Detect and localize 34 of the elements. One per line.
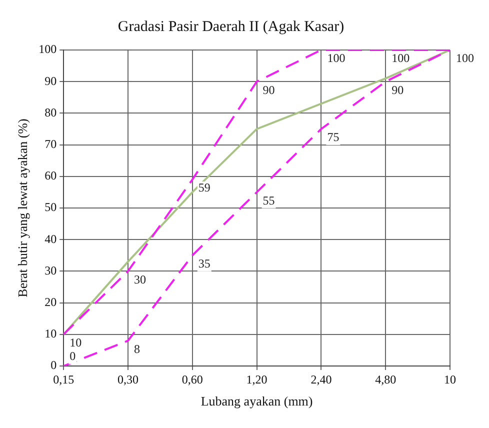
data-label: 100	[456, 51, 474, 66]
data-label: 0	[70, 349, 76, 364]
y-tick-label: 80	[44, 105, 57, 120]
y-tick-label: 70	[44, 136, 57, 151]
y-tick-label: 30	[44, 263, 57, 278]
x-tick-label: 1,20	[246, 372, 268, 386]
x-tick-label: 4,80	[375, 372, 396, 386]
y-axis-title: Berat butir yang lewat ayakan (%)	[15, 118, 30, 298]
data-label: 35	[198, 256, 210, 271]
y-tick-label: 20	[44, 294, 57, 309]
y-tick-label: 90	[44, 74, 57, 88]
chart-title: Gradasi Pasir Daerah II (Agak Kasar)	[118, 18, 344, 35]
x-tick-label: 0,60	[182, 372, 203, 386]
x-tick-label: 2,40	[310, 372, 332, 386]
x-axis-title: Lubang ayakan (mm)	[200, 394, 313, 409]
data-label: 100	[327, 51, 346, 66]
y-tick-label: 0	[50, 358, 57, 372]
y-tick-label: 100	[38, 42, 57, 56]
x-tick-label: 10	[444, 372, 456, 386]
data-label: 55	[262, 193, 275, 208]
data-label: 75	[327, 130, 340, 144]
data-label: 90	[392, 82, 404, 97]
x-tick-label: 0,15	[53, 372, 74, 386]
y-tick-label: 40	[44, 232, 57, 246]
data-label: 90	[262, 82, 275, 97]
x-tick-label: 0,30	[118, 372, 138, 386]
data-label: 30	[134, 272, 146, 286]
y-tick-label: 50	[44, 200, 57, 214]
data-label: 59	[198, 180, 210, 195]
data-label: 10	[70, 336, 82, 350]
y-tick-label: 10	[44, 326, 57, 341]
data-label: 100	[392, 51, 410, 66]
y-tick-label: 60	[44, 168, 57, 183]
data-label: 8	[134, 342, 140, 356]
